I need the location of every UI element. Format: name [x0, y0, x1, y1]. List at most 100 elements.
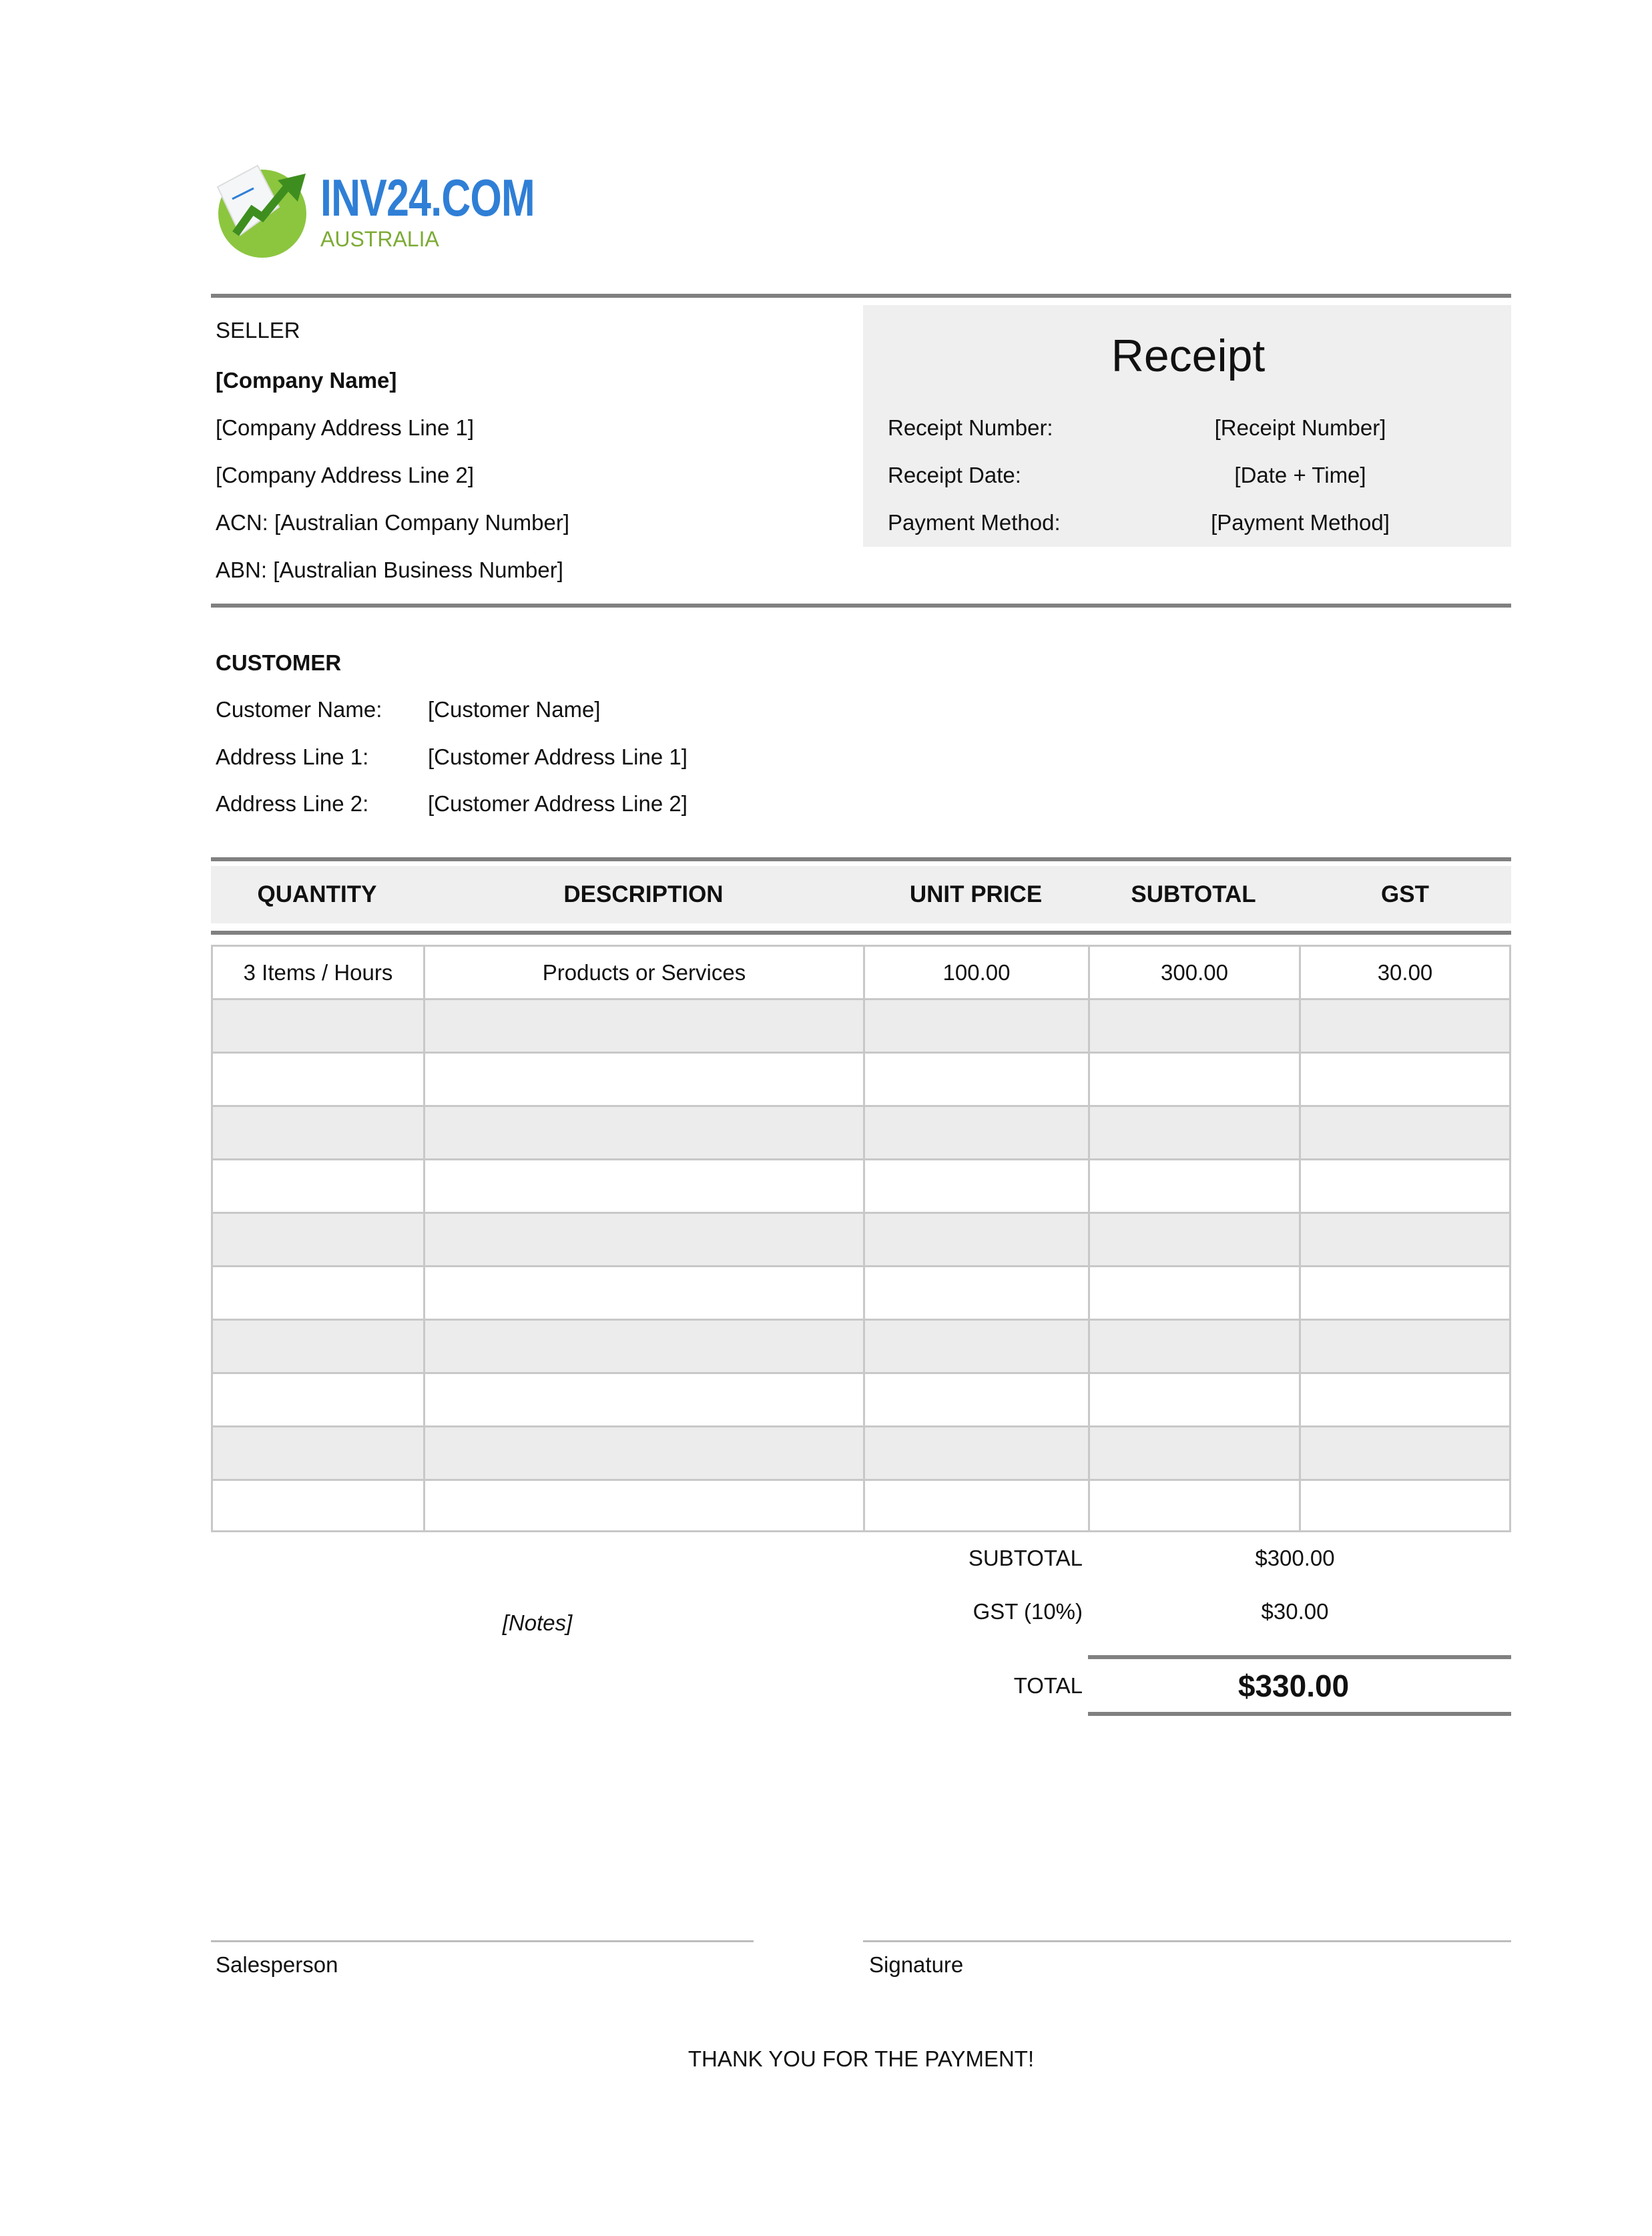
signature-label: Signature	[869, 1952, 964, 1977]
table-cell-gst	[1299, 1158, 1511, 1212]
subtotal-value: $300.00	[1255, 1546, 1335, 1570]
total-label: TOTAL	[1013, 1673, 1083, 1698]
customer-address1-label: Address Line 1:	[216, 744, 369, 769]
salesperson-line	[211, 1940, 754, 1942]
customer-heading: CUSTOMER	[216, 650, 342, 675]
header-subtotal: SUBTOTAL	[1131, 881, 1256, 907]
table-cell-description	[423, 1212, 863, 1265]
customer-name-value: [Customer Name]	[428, 697, 601, 722]
table-cell-description: Products or Services	[423, 945, 863, 998]
table-cell-unit-price	[863, 1265, 1088, 1319]
table-cell-gst	[1299, 1052, 1511, 1105]
logo-sub: AUSTRALIA	[320, 227, 439, 251]
logo-brand: INV24.COM	[320, 168, 535, 227]
table-cell-unit-price	[863, 1052, 1088, 1105]
table-cell-gst: 30.00	[1299, 945, 1511, 998]
payment-method-label: Payment Method:	[888, 510, 1061, 535]
table-row	[211, 1105, 1511, 1158]
logo: INV24.COM AUSTRALIA	[212, 160, 535, 260]
seller-heading: SELLER	[216, 318, 300, 343]
table-row	[211, 1265, 1511, 1319]
table-row	[211, 1319, 1511, 1372]
receipt-date-value: [Date + Time]	[1234, 463, 1366, 487]
customer-name-label: Customer Name:	[216, 697, 382, 722]
header-quantity: QUANTITY	[257, 881, 377, 907]
table-cell-subtotal	[1088, 998, 1299, 1052]
table-cell-subtotal	[1088, 1105, 1299, 1158]
table-cell-gst	[1299, 1319, 1511, 1372]
table-cell-description	[423, 1479, 863, 1532]
receipt-number-value: [Receipt Number]	[1214, 415, 1386, 440]
table-cell-description	[423, 1265, 863, 1319]
table-cell-subtotal	[1088, 1265, 1299, 1319]
table-cell-unit-price	[863, 1425, 1088, 1479]
table-cell-description	[423, 998, 863, 1052]
top-divider	[211, 294, 1511, 298]
table-cell-description	[423, 1052, 863, 1105]
table-cell-gst	[1299, 998, 1511, 1052]
table-cell-subtotal	[1088, 1158, 1299, 1212]
table-cell-unit-price	[863, 1479, 1088, 1532]
table-cell-description	[423, 1105, 863, 1158]
seller-company-name: [Company Name]	[216, 368, 397, 393]
table-cell-subtotal	[1088, 1052, 1299, 1105]
table-cell-quantity	[211, 998, 423, 1052]
table-cell-gst	[1299, 1105, 1511, 1158]
table-row	[211, 1372, 1511, 1425]
salesperson-label: Salesperson	[216, 1952, 338, 1977]
table-cell-unit-price	[863, 1319, 1088, 1372]
table-cell-description	[423, 1372, 863, 1425]
table-cell-quantity	[211, 1052, 423, 1105]
receipt-info-box	[863, 305, 1511, 547]
header-description: DESCRIPTION	[563, 881, 724, 907]
total-bottom-rule	[1088, 1712, 1511, 1716]
table-cell-quantity	[211, 1425, 423, 1479]
table-row: 3 Items / Hours Products or Services 100.0…	[211, 945, 1511, 998]
table-cell-unit-price: 100.00	[863, 945, 1088, 998]
table-cell-subtotal	[1088, 1212, 1299, 1265]
table-cell-description	[423, 1158, 863, 1212]
receipt-title: Receipt	[1111, 330, 1266, 381]
table-cell-gst	[1299, 1212, 1511, 1265]
customer-address1-value: [Customer Address Line 1]	[428, 744, 687, 769]
table-cell-subtotal	[1088, 1425, 1299, 1479]
table-row	[211, 1158, 1511, 1212]
seller-address-1: [Company Address Line 1]	[216, 415, 475, 440]
table-row	[211, 1052, 1511, 1105]
customer-address2-label: Address Line 2:	[216, 791, 369, 816]
table-cell-description	[423, 1425, 863, 1479]
table-cell-quantity	[211, 1105, 423, 1158]
total-value: $330.00	[1237, 1668, 1350, 1703]
total-top-rule	[1088, 1655, 1511, 1659]
receipt-date-label: Receipt Date:	[888, 463, 1021, 487]
table-cell-quantity	[211, 1265, 423, 1319]
header-unit-price: UNIT PRICE	[909, 881, 1043, 907]
line-items-table: 3 Items / Hours Products or Services 100.0…	[211, 945, 1511, 1532]
customer-address2-value: [Customer Address Line 2]	[428, 791, 687, 816]
receipt-number-label: Receipt Number:	[888, 415, 1053, 440]
gst-value: $30.00	[1261, 1599, 1329, 1624]
table-cell-quantity	[211, 1319, 423, 1372]
payment-method-value: [Payment Method]	[1211, 510, 1390, 535]
table-cell-quantity	[211, 1158, 423, 1212]
table-cell-subtotal	[1088, 1372, 1299, 1425]
table-row	[211, 1425, 1511, 1479]
table-cell-unit-price	[863, 1105, 1088, 1158]
table-cell-subtotal: 300.00	[1088, 945, 1299, 998]
subtotal-label: SUBTOTAL	[968, 1546, 1083, 1570]
logo-chart-icon	[216, 164, 306, 258]
header-gst: GST	[1381, 881, 1429, 907]
table-cell-unit-price	[863, 1158, 1088, 1212]
signature-line	[863, 1940, 1511, 1942]
table-cell-quantity	[211, 1372, 423, 1425]
table-row	[211, 1479, 1511, 1532]
seller-address-2: [Company Address Line 2]	[216, 463, 475, 487]
table-cell-quantity: 3 Items / Hours	[211, 945, 423, 998]
table-cell-unit-price	[863, 998, 1088, 1052]
table-cell-subtotal	[1088, 1319, 1299, 1372]
notes: [Notes]	[502, 1610, 573, 1635]
seller-abn: ABN: [Australian Business Number]	[216, 557, 563, 582]
seller-acn: ACN: [Australian Company Number]	[216, 510, 570, 535]
table-header	[211, 866, 1511, 923]
table-cell-quantity	[211, 1212, 423, 1265]
